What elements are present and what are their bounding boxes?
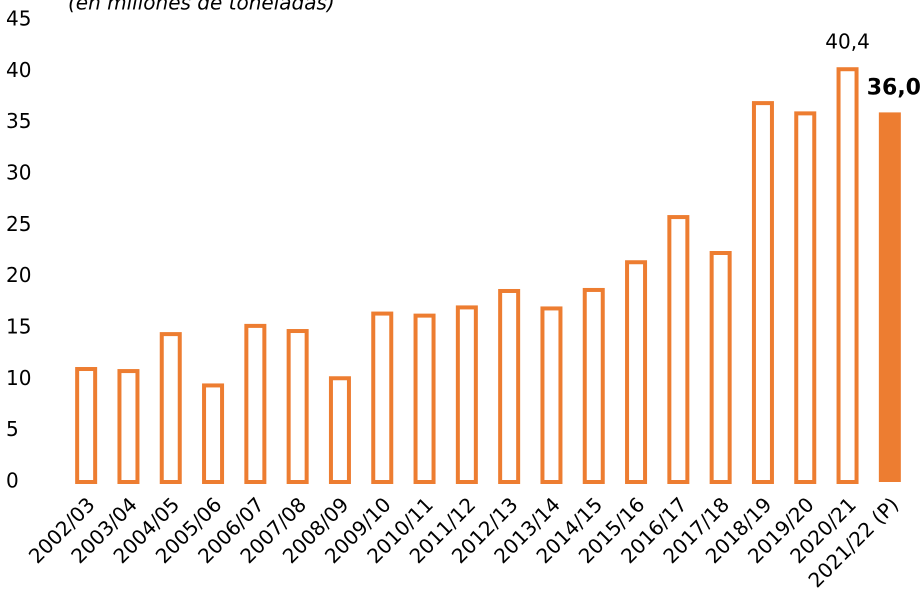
bar bbox=[709, 251, 732, 484]
bar bbox=[625, 260, 648, 484]
y-tick-label: 30 bbox=[6, 161, 31, 185]
bar bbox=[202, 383, 225, 484]
y-tick-label: 0 bbox=[6, 469, 19, 493]
bar bbox=[413, 313, 436, 485]
bar bbox=[836, 67, 859, 485]
y-tick-label: 25 bbox=[6, 212, 31, 236]
bar bbox=[498, 288, 521, 484]
value-label: 40,4 bbox=[825, 30, 870, 54]
bar bbox=[159, 332, 182, 484]
bar bbox=[667, 215, 690, 484]
y-tick-label: 20 bbox=[6, 263, 31, 287]
bar bbox=[371, 311, 394, 484]
bar bbox=[117, 369, 140, 485]
y-tick-label: 10 bbox=[6, 366, 31, 390]
chart-title: (en millones de toneladas) bbox=[68, 0, 335, 15]
bar bbox=[75, 367, 98, 484]
y-tick-label: 5 bbox=[6, 417, 19, 441]
bar bbox=[751, 101, 774, 485]
y-tick-label: 35 bbox=[6, 109, 31, 133]
bar bbox=[328, 376, 351, 484]
y-tick-label: 40 bbox=[6, 58, 31, 82]
bar bbox=[794, 111, 817, 485]
bar bbox=[878, 112, 901, 483]
y-tick-label: 45 bbox=[6, 7, 31, 31]
bar bbox=[244, 323, 267, 485]
y-tick-label: 15 bbox=[6, 315, 31, 339]
bar bbox=[582, 287, 605, 484]
value-label: 36,0 bbox=[867, 75, 921, 100]
bar bbox=[540, 306, 563, 484]
bar bbox=[286, 329, 309, 484]
bar bbox=[455, 305, 478, 484]
